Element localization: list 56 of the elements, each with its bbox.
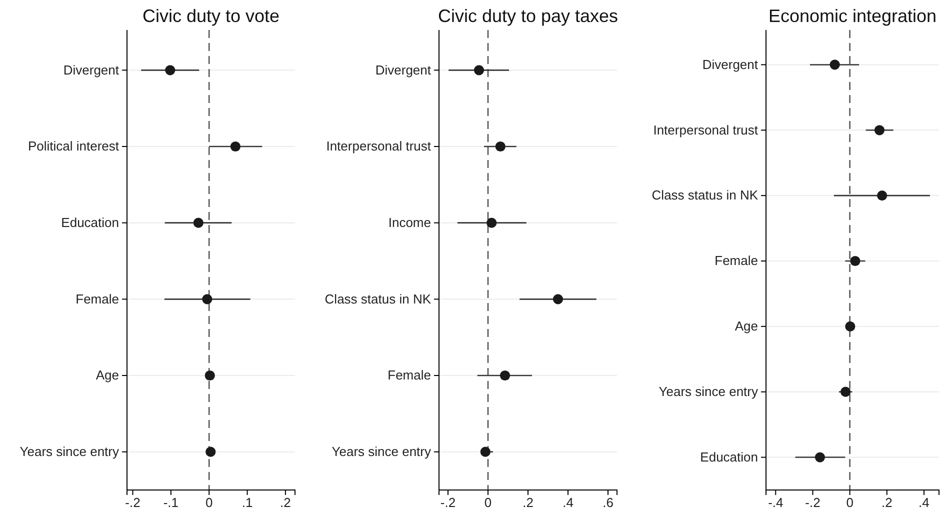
chart-title: Civic duty to pay taxes <box>438 6 618 26</box>
y-tick-label: Divergent <box>702 56 758 72</box>
point <box>500 370 510 381</box>
point <box>206 446 216 457</box>
x-tick-label: -.4 <box>768 495 784 510</box>
x-tick-label: 0 <box>484 495 492 510</box>
point <box>230 141 240 152</box>
x-tick-label: -.2 <box>805 495 820 510</box>
chart-title: Civic duty to vote <box>142 6 280 26</box>
point <box>845 321 856 332</box>
point <box>474 65 484 76</box>
x-tick-label: -.2 <box>440 495 456 510</box>
x-tick-label: 0 <box>846 495 854 510</box>
y-tick-label: Divergent <box>375 62 432 78</box>
y-tick-label: Female <box>388 368 431 383</box>
y-tick-label: Political interest <box>28 138 120 154</box>
y-tick-label: Income <box>388 214 431 230</box>
y-tick-label: Education <box>61 214 119 230</box>
point <box>850 256 860 266</box>
x-tick-label: .6 <box>602 495 614 510</box>
y-tick-label: Class status in NK <box>324 291 432 306</box>
y-tick-label: Interpersonal trust <box>653 122 758 138</box>
y-tick-label: Years since entry <box>332 444 432 459</box>
point <box>874 125 885 136</box>
point <box>877 190 888 201</box>
x-tick-label: .2 <box>522 495 534 510</box>
x-tick-label: -.2 <box>125 495 140 510</box>
point <box>830 60 840 70</box>
x-tick-label: .2 <box>280 495 291 510</box>
x-tick-label: .4 <box>562 495 574 510</box>
point <box>840 386 851 397</box>
chart-title: Economic integration <box>768 6 937 26</box>
point <box>495 141 506 152</box>
y-tick-label: Female <box>714 253 758 268</box>
y-tick-label: Age <box>96 368 119 383</box>
x-tick-label: .1 <box>242 495 253 510</box>
x-tick-label: .2 <box>881 495 892 510</box>
y-tick-label: Interpersonal trust <box>326 138 432 154</box>
y-tick-label: Female <box>76 291 119 306</box>
point <box>814 452 826 462</box>
point <box>165 65 176 76</box>
x-tick-label: -.1 <box>163 495 178 510</box>
point <box>193 218 204 228</box>
y-tick-label: Divergent <box>63 62 120 78</box>
point <box>552 294 564 304</box>
x-tick-label: 0 <box>205 495 213 510</box>
y-tick-label: Class status in NK <box>652 188 758 203</box>
point <box>480 446 490 457</box>
y-tick-label: Age <box>734 318 758 334</box>
y-tick-label: Education <box>700 449 758 464</box>
point <box>202 294 212 304</box>
y-tick-label: Years since entry <box>20 444 120 459</box>
point <box>486 218 497 228</box>
point <box>204 370 215 381</box>
y-tick-label: Years since entry <box>658 384 758 400</box>
x-tick-label: .4 <box>918 495 930 510</box>
